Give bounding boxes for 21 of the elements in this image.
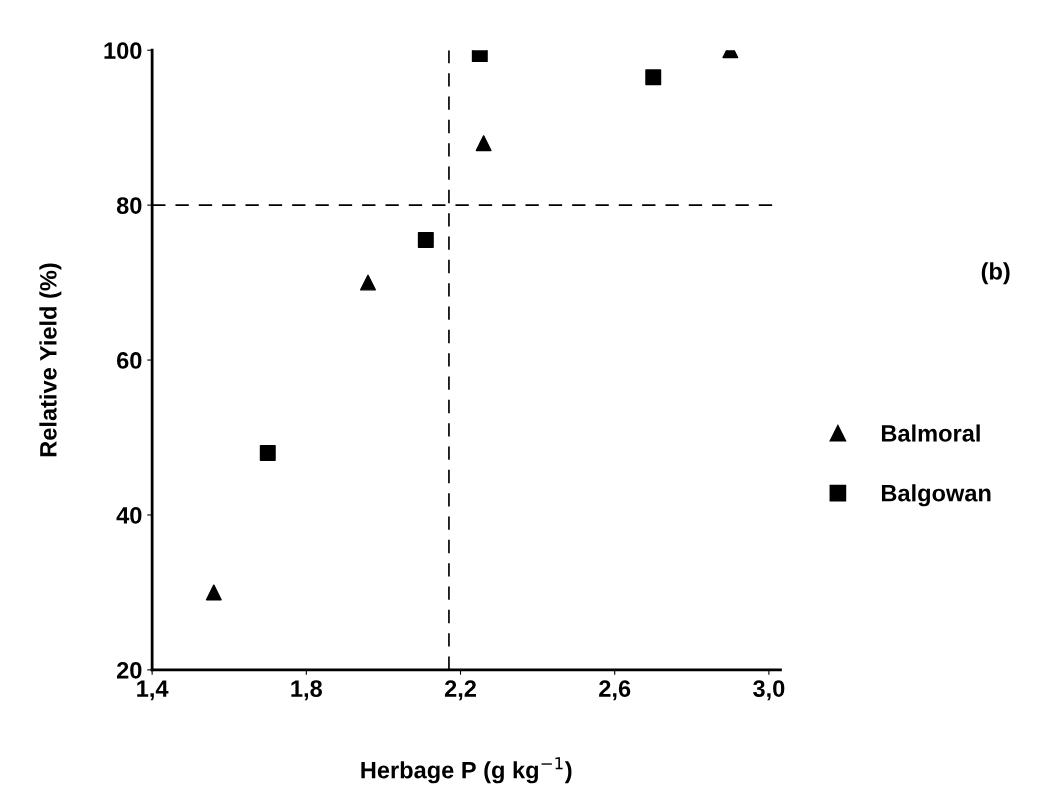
- point: [475, 135, 492, 152]
- legend-label: Balgowan: [881, 484, 991, 507]
- point: [417, 232, 434, 248]
- x-tick-label: 2,6: [599, 680, 631, 701]
- x-tick-label: 3,0: [753, 680, 785, 701]
- y-tick-label: 80: [116, 197, 142, 214]
- legend-label: Balmoral: [881, 424, 980, 442]
- y-tick-label: 100: [104, 42, 142, 60]
- x-axis-title: Herbage P (g kg$^{−1}$): [361, 757, 572, 784]
- point: [360, 274, 376, 291]
- point: [205, 584, 222, 601]
- x-tick-label: 2,2: [444, 680, 476, 701]
- x-tick-label: 1,8: [291, 680, 323, 701]
- y-tick-label: 20: [116, 661, 142, 679]
- y-tick-label: 40: [116, 507, 142, 524]
- x-tick-label: 1,4: [137, 680, 169, 701]
- point: [259, 445, 276, 461]
- y-tick-label: 60: [117, 352, 142, 369]
- text: (b): [981, 262, 1010, 285]
- y-axis-title: Relative Yield (%): [39, 263, 62, 457]
- point: [645, 69, 662, 86]
